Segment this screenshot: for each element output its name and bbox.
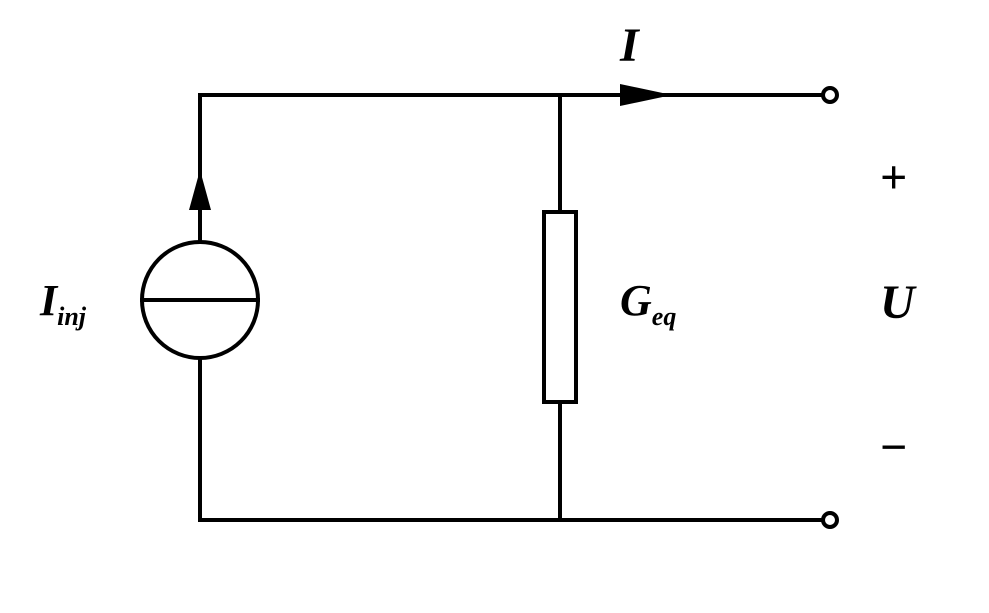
conductance-box <box>544 212 576 402</box>
label-voltage: U <box>880 275 915 330</box>
label-Geq-text: G <box>620 276 652 325</box>
label-plus-text: + <box>880 151 907 204</box>
label-plus: + <box>880 150 907 205</box>
circuit-svg <box>0 0 989 613</box>
label-output-current: I <box>620 18 639 73</box>
arrow-output-current <box>620 84 672 106</box>
label-minus-text: − <box>880 421 907 474</box>
label-I-text: I <box>620 19 639 72</box>
label-injected-current: Iinj <box>40 275 86 332</box>
label-conductance: Geq <box>620 275 676 332</box>
label-Geq-sub: eq <box>652 302 677 331</box>
terminal-top <box>823 88 837 102</box>
arrow-source-current <box>189 170 211 210</box>
circuit-diagram: I + U − Geq Iinj <box>0 0 989 613</box>
label-Iinj-sub: inj <box>57 302 86 331</box>
label-minus: − <box>880 420 907 475</box>
terminal-bottom <box>823 513 837 527</box>
label-U-text: U <box>880 276 915 329</box>
label-Iinj-text: I <box>40 276 57 325</box>
